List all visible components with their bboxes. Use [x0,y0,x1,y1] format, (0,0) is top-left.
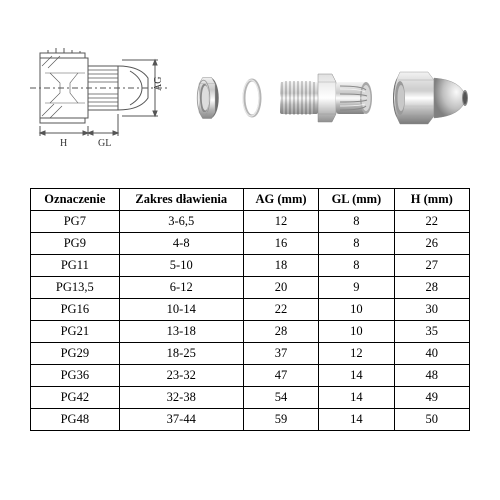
specs-table: Oznaczenie Zakres dławienia AG (mm) GL (… [30,188,470,431]
table-cell: 13-18 [119,321,243,343]
table-cell: 26 [394,233,469,255]
table-cell: PG21 [31,321,120,343]
table-body: PG73-6,512822PG94-816826PG115-1018827PG1… [31,211,470,431]
table-cell: 59 [243,409,318,431]
table-cell: 5-10 [119,255,243,277]
table-cell: 22 [394,211,469,233]
table-row: PG4232-38541449 [31,387,470,409]
technical-drawing: H GL AG [30,38,180,158]
table-cell: 10 [319,321,394,343]
table-cell: PG9 [31,233,120,255]
col-header: Oznaczenie [31,189,120,211]
table-cell: 20 [243,277,318,299]
table-row: PG2113-18281035 [31,321,470,343]
part-body [278,68,378,128]
table-cell: 3-6,5 [119,211,243,233]
table-cell: 12 [319,343,394,365]
table-cell: PG11 [31,255,120,277]
table-cell: 28 [394,277,469,299]
col-header: GL (mm) [319,189,394,211]
table-cell: PG48 [31,409,120,431]
table-cell: 12 [243,211,318,233]
table-cell: 8 [319,233,394,255]
table-cell: 14 [319,365,394,387]
table-cell: 18-25 [119,343,243,365]
col-header: Zakres dławienia [119,189,243,211]
part-dome-cap [390,68,470,128]
table-cell: PG29 [31,343,120,365]
table-cell: 6-12 [119,277,243,299]
table-cell: PG16 [31,299,120,321]
col-header: H (mm) [394,189,469,211]
table-row: PG4837-44591450 [31,409,470,431]
dim-label-h: H [60,138,67,149]
table-cell: PG42 [31,387,120,409]
table-cell: 27 [394,255,469,277]
table-cell: 35 [394,321,469,343]
product-render [190,53,470,143]
table-header-row: Oznaczenie Zakres dławienia AG (mm) GL (… [31,189,470,211]
col-header: AG (mm) [243,189,318,211]
dim-label-ag: AG [153,77,164,91]
table-cell: 30 [394,299,469,321]
part-locknut [190,73,226,123]
figure-area: H GL AG [30,18,470,173]
table-row: PG73-6,512822 [31,211,470,233]
table-cell: 22 [243,299,318,321]
table-row: PG2918-25371240 [31,343,470,365]
table-cell: 10 [319,299,394,321]
table-cell: 18 [243,255,318,277]
table-cell: 37 [243,343,318,365]
table-cell: 14 [319,409,394,431]
table-cell: 50 [394,409,469,431]
table-row: PG13,56-1220928 [31,277,470,299]
table-cell: 48 [394,365,469,387]
table-row: PG1610-14221030 [31,299,470,321]
table-cell: 8 [319,255,394,277]
table-row: PG115-1018827 [31,255,470,277]
table-cell: 49 [394,387,469,409]
part-seal-ring [238,77,266,119]
table-cell: PG36 [31,365,120,387]
table-cell: 32-38 [119,387,243,409]
table-cell: 54 [243,387,318,409]
table-cell: PG13,5 [31,277,120,299]
table-cell: 37-44 [119,409,243,431]
table-cell: 40 [394,343,469,365]
table-cell: 47 [243,365,318,387]
table-cell: 9 [319,277,394,299]
table-cell: 10-14 [119,299,243,321]
table-row: PG94-816826 [31,233,470,255]
table-cell: 4-8 [119,233,243,255]
dim-label-gl: GL [98,138,111,149]
table-cell: 23-32 [119,365,243,387]
table-cell: 14 [319,387,394,409]
table-row: PG3623-32471448 [31,365,470,387]
table-cell: 28 [243,321,318,343]
table-cell: 8 [319,211,394,233]
table-cell: PG7 [31,211,120,233]
table-cell: 16 [243,233,318,255]
